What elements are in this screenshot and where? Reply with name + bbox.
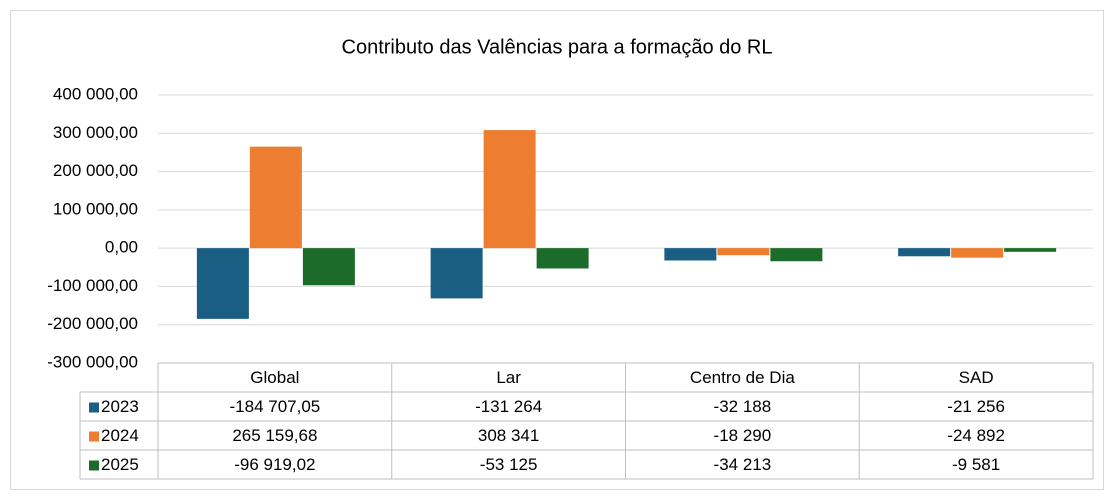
y-tick-label: 400 000,00 bbox=[53, 84, 138, 103]
data-label: 265 159,68 bbox=[232, 426, 317, 445]
legend-swatch bbox=[89, 431, 99, 442]
bar bbox=[302, 248, 355, 286]
bar bbox=[951, 248, 1004, 258]
bar bbox=[1004, 248, 1057, 252]
data-label: -24 892 bbox=[947, 426, 1005, 445]
y-tick-label: 300 000,00 bbox=[53, 123, 138, 142]
bar bbox=[770, 248, 823, 262]
legend-label: 2023 bbox=[101, 397, 139, 416]
legend-swatch bbox=[89, 460, 99, 471]
legend-label: 2025 bbox=[101, 455, 139, 474]
x-tick-label: SAD bbox=[959, 368, 994, 387]
y-tick-label: -300 000,00 bbox=[47, 352, 138, 371]
data-label: -131 264 bbox=[475, 397, 542, 416]
data-label: -34 213 bbox=[714, 455, 772, 474]
y-tick-label: -200 000,00 bbox=[47, 314, 138, 333]
data-label: -32 188 bbox=[714, 397, 772, 416]
x-tick-label: Lar bbox=[496, 368, 521, 387]
bar bbox=[249, 146, 302, 249]
bar bbox=[536, 248, 589, 269]
data-label: -53 125 bbox=[480, 455, 538, 474]
legend-swatch bbox=[89, 402, 99, 413]
data-label: -18 290 bbox=[714, 426, 772, 445]
data-label: 308 341 bbox=[478, 426, 539, 445]
x-tick-label: Centro de Dia bbox=[690, 368, 795, 387]
y-tick-label: 200 000,00 bbox=[53, 161, 138, 180]
chart-title: Contributo das Valências para a formação… bbox=[342, 36, 773, 58]
y-tick-label: 100 000,00 bbox=[53, 199, 138, 218]
x-tick-label: Global bbox=[250, 368, 299, 387]
y-tick-label: -100 000,00 bbox=[47, 276, 138, 295]
data-label: -9 581 bbox=[952, 455, 1000, 474]
legend-label: 2024 bbox=[101, 426, 139, 445]
y-tick-label: 0,00 bbox=[105, 238, 138, 257]
bar bbox=[717, 248, 770, 256]
data-label: -96 919,02 bbox=[234, 455, 315, 474]
bar bbox=[430, 248, 483, 299]
bar bbox=[196, 248, 249, 319]
bar bbox=[898, 248, 951, 257]
data-label: -184 707,05 bbox=[230, 397, 321, 416]
data-label: -21 256 bbox=[947, 397, 1005, 416]
bar bbox=[483, 130, 536, 249]
bar bbox=[664, 248, 717, 261]
